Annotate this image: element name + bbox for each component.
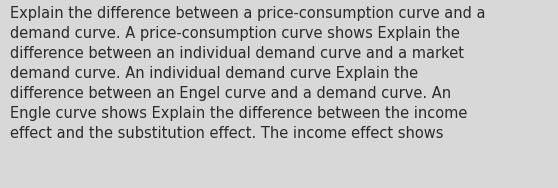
Text: Explain the difference between a price-consumption curve and a
demand curve. A p: Explain the difference between a price-c… [10, 6, 485, 141]
